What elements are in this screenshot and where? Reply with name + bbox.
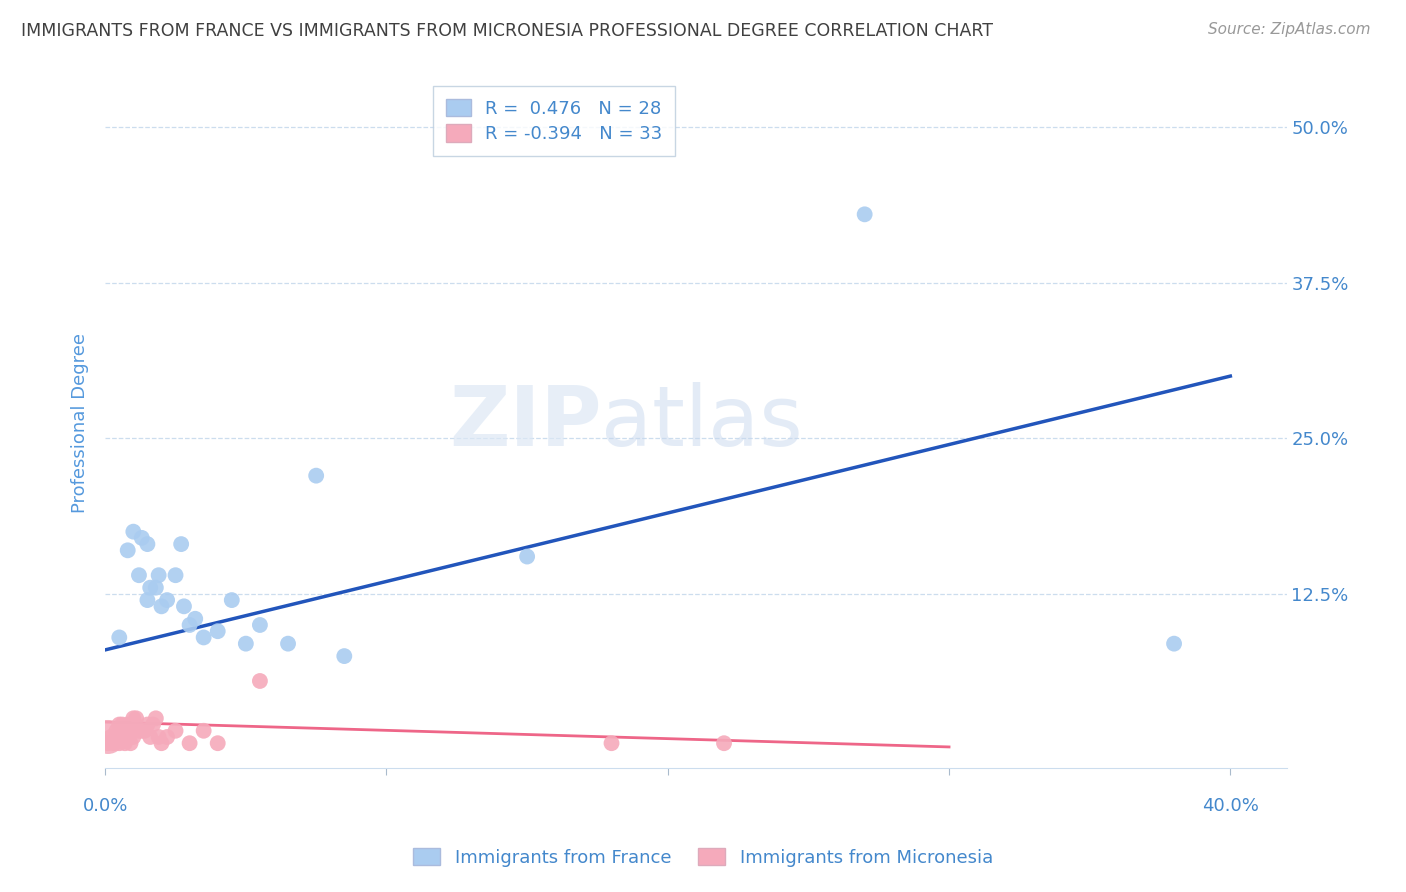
Point [131,531,153,545]
Point [111,717,134,731]
Point [103,736,125,750]
Point [97,730,120,744]
Point [600,736,623,750]
Point [333,649,356,664]
Point [122,711,145,725]
Legend: Immigrants from France, Immigrants from Micronesia: Immigrants from France, Immigrants from … [406,841,1000,874]
Point [139,581,162,595]
Point [173,599,195,614]
Point [305,468,328,483]
Point [221,593,243,607]
Point [117,730,139,744]
Point [277,637,299,651]
Point [1163,637,1185,651]
Point [148,568,170,582]
Y-axis label: Professional Degree: Professional Degree [72,333,89,513]
Text: 0.0%: 0.0% [83,797,128,814]
Legend: R =  0.476   N = 28, R = -0.394   N = 33: R = 0.476 N = 28, R = -0.394 N = 33 [433,87,675,156]
Point [122,730,145,744]
Point [145,711,167,725]
Point [105,723,128,738]
Point [128,568,150,582]
Point [853,207,876,221]
Point [184,612,207,626]
Text: IMMIGRANTS FROM FRANCE VS IMMIGRANTS FROM MICRONESIA PROFESSIONAL DEGREE CORRELA: IMMIGRANTS FROM FRANCE VS IMMIGRANTS FRO… [21,22,993,40]
Point [111,730,134,744]
Point [179,736,201,750]
Point [139,730,162,744]
Text: Source: ZipAtlas.com: Source: ZipAtlas.com [1208,22,1371,37]
Point [136,717,159,731]
Point [148,730,170,744]
Point [120,723,142,738]
Point [193,631,215,645]
Point [122,524,145,539]
Text: 40.0%: 40.0% [1202,797,1258,814]
Point [125,711,148,725]
Point [114,736,136,750]
Point [120,736,142,750]
Point [145,581,167,595]
Point [136,593,159,607]
Point [134,723,156,738]
Text: ZIP: ZIP [449,383,602,463]
Point [108,717,131,731]
Point [713,736,735,750]
Point [150,599,173,614]
Point [249,673,271,688]
Point [179,618,201,632]
Point [100,730,122,744]
Point [165,723,187,738]
Point [108,631,131,645]
Point [136,537,159,551]
Point [97,736,120,750]
Point [117,543,139,558]
Point [193,723,215,738]
Point [142,717,165,731]
Point [516,549,538,564]
Point [235,637,257,651]
Point [249,618,271,632]
Point [165,568,187,582]
Point [156,593,179,607]
Point [207,736,229,750]
Point [128,723,150,738]
Text: atlas: atlas [602,383,803,463]
Point [156,730,179,744]
Point [117,717,139,731]
Point [170,537,193,551]
Point [131,723,153,738]
Point [207,624,229,639]
Point [108,736,131,750]
Point [150,736,173,750]
